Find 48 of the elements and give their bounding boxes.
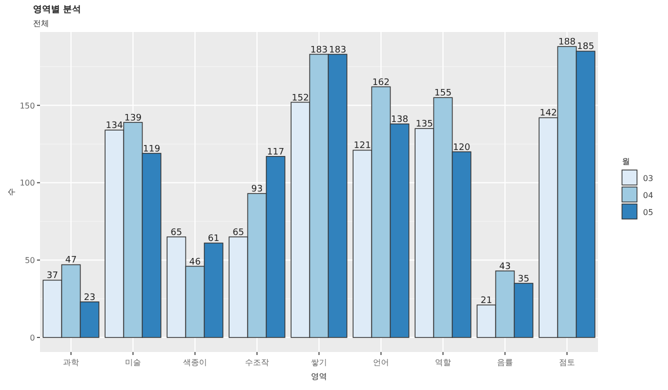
data-label: 61	[208, 234, 220, 244]
data-label: 183	[329, 45, 346, 56]
data-label: 35	[518, 274, 530, 284]
x-tick-label: 쌓기	[311, 358, 327, 367]
x-axis-title: 영역	[311, 372, 327, 381]
data-label: 139	[124, 113, 142, 124]
data-label: 46	[189, 257, 201, 268]
data-label: 47	[65, 256, 77, 266]
data-label: 155	[434, 88, 452, 99]
chart-subtitle: 전체	[33, 19, 49, 28]
x-tick-label: 수조작	[245, 358, 269, 367]
data-label: 43	[499, 262, 511, 272]
data-label: 185	[577, 42, 594, 52]
data-label: 37	[46, 271, 58, 282]
data-label: 138	[391, 114, 408, 125]
data-label: 65	[232, 228, 244, 238]
data-label: 135	[416, 120, 433, 130]
data-label: 142	[540, 108, 557, 119]
data-label: 65	[170, 228, 182, 238]
x-tick-label: 음률	[497, 358, 513, 367]
y-tick-label: 0	[30, 333, 35, 342]
y-tick-label: 150	[20, 101, 35, 110]
x-tick-label: 미술	[125, 358, 141, 367]
x-tick-label: 언어	[373, 358, 389, 367]
y-tick-label: 100	[20, 178, 35, 188]
data-label: 23	[84, 292, 96, 303]
data-label: 93	[251, 184, 263, 195]
data-label: 117	[267, 147, 284, 158]
data-label: 183	[310, 45, 328, 56]
x-tick-label: 색종이	[183, 358, 207, 367]
data-label: 152	[292, 93, 309, 104]
data-label: 119	[143, 144, 160, 154]
legend-title: 월	[622, 157, 630, 166]
y-tick-label: 50	[24, 256, 35, 266]
x-tick-label: 점토	[559, 358, 575, 367]
legend-label: 04	[643, 191, 654, 200]
legend-label: 05	[643, 208, 654, 217]
x-tick-label: 역할	[435, 358, 451, 367]
y-axis-title: 수	[7, 188, 16, 196]
data-label: 21	[480, 296, 492, 306]
data-label: 134	[106, 121, 124, 132]
data-label: 162	[372, 78, 390, 88]
chart-title: 영역별 분석	[33, 5, 82, 15]
x-tick-label: 과학	[63, 358, 79, 367]
data-label: 121	[354, 141, 371, 152]
data-label: 188	[558, 38, 576, 48]
legend-label: 03	[643, 174, 654, 183]
data-label: 120	[453, 142, 470, 153]
